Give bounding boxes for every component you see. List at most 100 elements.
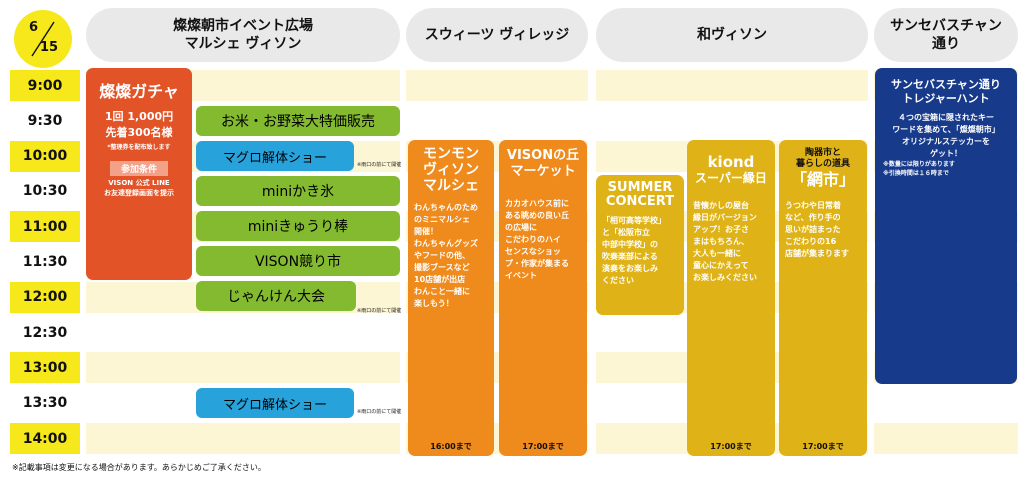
desc-line: こだわりのハイ [505,235,561,244]
event-mini-kakigori: miniかき氷 [196,176,400,206]
header-line: スウィーツ ヴィレッジ [424,27,570,43]
time-label: 12:30 [22,324,68,341]
kiond-title-2: スーパー縁日 [695,171,767,185]
event-tuna-show-2: マグロ解体ショー [196,388,354,418]
header-sweets-village: スウィーツ ヴィレッジ [406,8,588,62]
kiond-until: 17:00まで [710,442,752,451]
desc-line: わんこと一緒に [414,287,470,296]
date-month: 6 [29,20,39,35]
monmon-marche-card: モンモン ヴィソン マルシェ わんちゃんのため のミニマルシェ 開催！ わんちゃ… [408,140,494,456]
header-san-sebastian: サンセバスチャン 通り [874,8,1018,62]
desc-line: 楽しもう！ [414,299,454,308]
desc-line: 昔懐かしの屋台 [693,201,749,210]
monmon-title-1: モンモン [423,146,479,162]
desc-line: 10店舗が出店 [414,275,466,284]
header-line: サンセバスチャン [890,18,1002,34]
oka-title-2: マーケット [510,164,576,179]
ami-title: 「網市」 [790,170,855,189]
header-line: 通り [932,36,960,52]
row-background [596,105,868,137]
concert-title-1: SUMMER [607,180,673,195]
header-line: 和ヴィソン [697,27,767,43]
event-rice-vegetable-sale: お米・お野菜大特価販売 [196,106,400,136]
gacha-condition-label: 参加条件 [110,161,168,176]
ami-description: うつわや日常着 など、作り手の 思いが詰まった こだわりの16 店舗が集まります [779,200,867,260]
date-slash-icon [31,21,55,57]
desc-line: の広場に [505,223,537,232]
date-day: 15 [40,40,59,55]
oka-description: カカオハウス前に ある眺めの良い丘 の広場に こだわりのハイ センスなショッ プ… [499,198,587,282]
row-background [86,352,400,384]
time-label: 11:00 [10,211,80,243]
desc-line: ください [602,276,634,285]
time-label: 14:00 [10,423,80,454]
row-background [86,423,400,454]
desc-line: ワードを集めて、「燦燦朝市」 [892,125,1000,134]
desc-line: わんちゃんグッズ [414,239,478,248]
time-label: 9:00 [10,70,80,101]
desc-line: わんちゃんのため [414,203,478,212]
ami-pre-1: 陶器市と [804,148,841,158]
desc-line: 童心にかえって [693,261,749,270]
treasure-title-2: トレジャーハント [902,92,990,105]
row-background [406,105,588,137]
header-marche-vison: 燦燦朝市イベント広場 マルシェ ヴィソン [86,8,400,62]
event-vison-auction: VISON競り市 [196,246,400,276]
desc-line: ４つの宝箱に隠されたキー [898,113,994,122]
gacha-price: 1回 1,000円 [104,110,174,123]
desc-line: 大人も一緒に [693,249,741,258]
desc-line: オリジナルステッカーを [902,137,990,146]
monmon-title-3: マルシェ [423,178,479,194]
kiond-title-1: kiond [707,153,755,171]
monmon-until: 16:00まで [430,442,472,451]
gacha-card: 燦燦ガチャ 1回 1,000円 先着300名様 *整理券を配布致します 参加条件… [86,68,192,280]
monmon-description: わんちゃんのため のミニマルシェ 開催！ わんちゃんグッズ やフードの他、 撮影… [408,202,494,310]
oka-market-card: VISONの丘 マーケット カカオハウス前に ある眺めの良い丘 の広場に こだわ… [499,140,587,456]
desc-line: 思いが詰まった [785,225,841,234]
desc-line: 撮影ブースなど [414,263,470,272]
event-janken: じゃんけん大会 [196,281,356,311]
desc-line: プ・作家が集まる [505,259,569,268]
oka-until: 17:00まで [522,442,564,451]
gacha-condition-1: VISON 公式 LINE [108,179,170,187]
desc-line: こだわりの16 [785,237,837,246]
row-background [874,387,1018,419]
kiond-super-ennichi-card: kiond スーパー縁日 昔懐かしの屋台 縁日がバージョン アップ！お子さ まは… [687,140,775,456]
tuna-note: ※雨口の前にて開催 [357,162,402,168]
time-label: 13:30 [22,395,68,412]
desc-line: センスなショッ [505,247,561,256]
time-label: 11:30 [22,254,68,270]
desc-line: イベント [505,271,537,280]
treasure-note-2: ※引換時間は１６時まで [883,170,949,177]
desc-line: のミニマルシェ [414,215,470,224]
treasure-hunt-card: サンセバスチャン通り トレジャーハント ４つの宝箱に隠されたキー ワードを集めて… [875,68,1017,384]
header-line: マルシェ ヴィソン [184,36,302,52]
row-background [406,70,588,101]
time-label: 12:00 [10,281,80,313]
event-tuna-show: マグロ解体ショー [196,141,354,171]
time-label: 10:00 [10,140,80,172]
time-label: 10:30 [22,183,68,200]
desc-line: アップ！お子さ [693,225,749,234]
oka-title-1: VISONの丘 [506,148,580,163]
monmon-title-2: ヴィソン [423,162,479,178]
treasure-description: ４つの宝箱に隠されたキー ワードを集めて、「燦燦朝市」 オリジナルステッカーを … [875,112,1017,160]
concert-description: 「相可高等学校」 と「松阪市立 中部中学校」の 吹奏楽部による 演奏をお楽しみ … [596,215,684,287]
footnote: ※記載事項は変更になる場合があります。あらかじめご了承ください。 [12,463,266,472]
desc-line: 演奏をお楽しみ [602,264,658,273]
desc-line: と「松阪市立 [602,228,650,237]
event-mini-kyuri: miniきゅうり棒 [196,211,400,241]
desc-line: やフードの他、 [414,251,470,260]
header-line: 燦燦朝市イベント広場 [173,18,313,34]
ami-pre-2: 暮らしの道具 [795,159,850,169]
row-background [874,423,1018,454]
date-badge: 6 15 [14,10,72,68]
desc-line: お楽しみください [693,273,757,282]
desc-line: まはもちろん、 [693,237,749,246]
desc-line: 「相可高等学校」 [602,216,666,225]
desc-line: カカオハウス前に [505,199,569,208]
treasure-title-1: サンセバスチャン通り [891,78,1001,91]
gacha-title: 燦燦ガチャ [99,82,179,101]
desc-line: 中部中学校」の [602,240,658,249]
desc-line: 縁日がバージョン [693,213,757,222]
